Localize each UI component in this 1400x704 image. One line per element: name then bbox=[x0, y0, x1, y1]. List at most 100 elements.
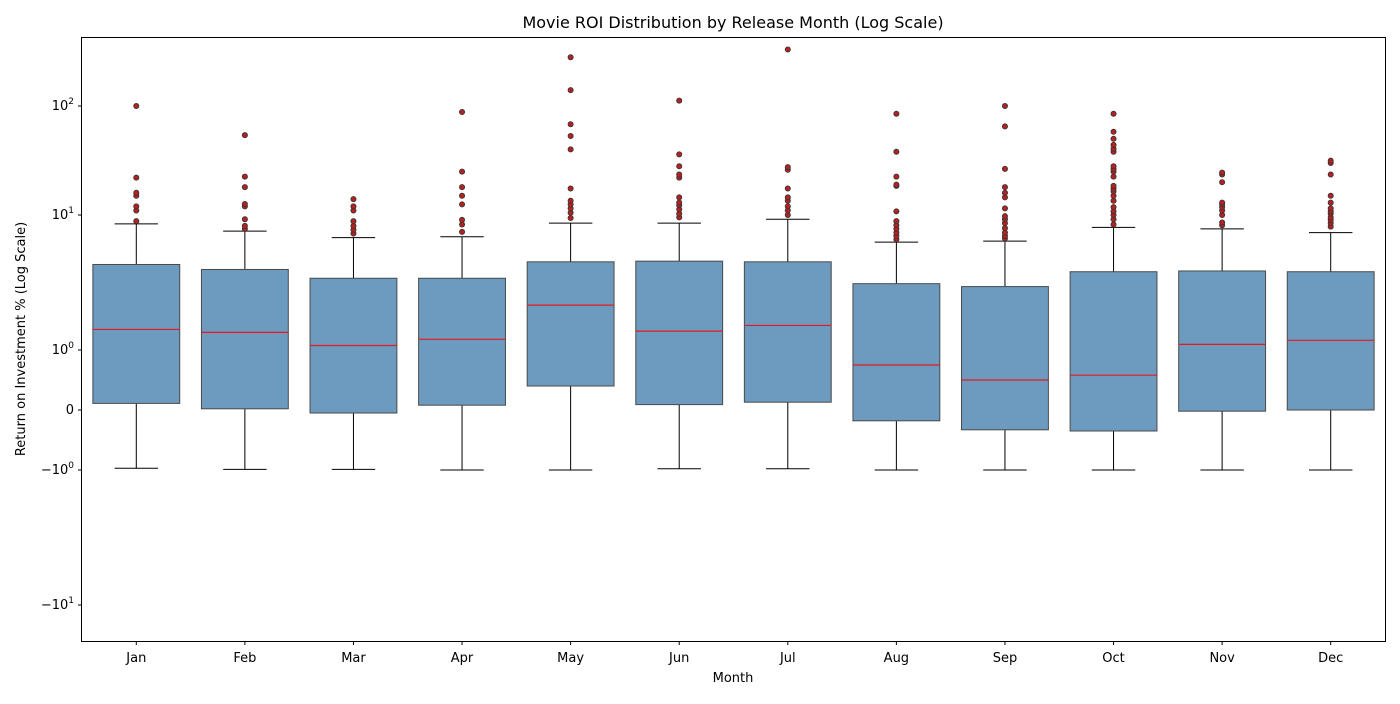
outlier-point bbox=[1219, 199, 1226, 206]
outlier-point bbox=[241, 216, 248, 223]
outlier-point bbox=[1110, 135, 1117, 142]
outlier-point bbox=[1110, 204, 1117, 211]
outlier-point bbox=[241, 173, 248, 180]
outlier-point bbox=[567, 54, 574, 61]
box-dec bbox=[1286, 157, 1375, 471]
box-mar bbox=[309, 196, 398, 470]
outlier-point bbox=[893, 181, 900, 188]
iqr-box bbox=[743, 261, 832, 403]
y-tick-label: 100 bbox=[52, 341, 75, 358]
plot-area bbox=[92, 46, 1375, 471]
outlier-point bbox=[676, 171, 683, 178]
outlier-point bbox=[1219, 169, 1226, 176]
iqr-box bbox=[200, 268, 289, 410]
outlier-point bbox=[1001, 213, 1008, 220]
outlier-point bbox=[676, 163, 683, 170]
outlier-point bbox=[567, 185, 574, 192]
outlier-point bbox=[893, 110, 900, 117]
outlier-point bbox=[1110, 197, 1117, 204]
x-tick-label-may: May bbox=[557, 651, 584, 666]
outlier-point bbox=[1110, 221, 1117, 228]
outlier-point bbox=[350, 203, 357, 210]
box-aug bbox=[852, 110, 941, 471]
outlier-point bbox=[1327, 205, 1334, 212]
outlier-point bbox=[567, 121, 574, 128]
iqr-box bbox=[526, 261, 615, 387]
outlier-point bbox=[1110, 163, 1117, 170]
iqr-box bbox=[852, 283, 941, 422]
outlier-point bbox=[1327, 199, 1334, 206]
outlier-point bbox=[567, 133, 574, 140]
iqr-box bbox=[635, 260, 724, 406]
outlier-point bbox=[1327, 157, 1334, 164]
y-axis-label: Return on Investment % (Log Scale) bbox=[14, 222, 29, 456]
outlier-point bbox=[459, 192, 466, 199]
outlier-point bbox=[459, 184, 466, 191]
outlier-point bbox=[893, 208, 900, 215]
y-tick-label: 0 bbox=[66, 403, 74, 418]
iqr-box bbox=[1069, 271, 1158, 432]
x-axis-label: Month bbox=[713, 671, 754, 686]
outlier-point bbox=[676, 199, 683, 206]
iqr-box bbox=[1178, 270, 1267, 412]
outlier-point bbox=[1110, 173, 1117, 180]
outlier-point bbox=[567, 87, 574, 94]
outlier-point bbox=[459, 216, 466, 223]
outlier-point bbox=[784, 164, 791, 171]
y-tick-label: 102 bbox=[52, 97, 74, 114]
x-tick-label-jan: Jan bbox=[125, 651, 146, 666]
outlier-point bbox=[133, 218, 140, 225]
outlier-point bbox=[1001, 123, 1008, 130]
outlier-point bbox=[676, 151, 683, 158]
outlier-point bbox=[1001, 189, 1008, 196]
x-tick-label-sep: Sep bbox=[993, 651, 1018, 666]
outlier-point bbox=[1219, 179, 1226, 186]
outlier-point bbox=[676, 97, 683, 104]
outlier-point bbox=[241, 184, 248, 191]
y-tick-label: 101 bbox=[52, 206, 74, 223]
outlier-point bbox=[784, 194, 791, 201]
x-tick-label-nov: Nov bbox=[1209, 651, 1235, 666]
outlier-point bbox=[893, 148, 900, 155]
outlier-point bbox=[1001, 103, 1008, 110]
x-tick-label-dec: Dec bbox=[1318, 651, 1343, 666]
y-tick-label: −101 bbox=[41, 596, 74, 613]
outlier-point bbox=[1110, 141, 1117, 148]
outlier-point bbox=[1001, 205, 1008, 212]
outlier-point bbox=[350, 196, 357, 203]
iqr-box bbox=[418, 277, 506, 406]
x-tick-label-aug: Aug bbox=[884, 651, 909, 666]
outlier-point bbox=[1110, 128, 1117, 135]
outlier-point bbox=[133, 189, 140, 196]
chart-title: Movie ROI Distribution by Release Month … bbox=[522, 13, 943, 32]
box-jun bbox=[635, 97, 724, 470]
x-tick-label-feb: Feb bbox=[233, 651, 256, 666]
outlier-point bbox=[133, 203, 140, 210]
boxes-group bbox=[92, 46, 1375, 471]
box-jul bbox=[743, 46, 832, 470]
plot-frame bbox=[81, 37, 1386, 642]
outlier-point bbox=[241, 132, 248, 139]
box-sep bbox=[961, 103, 1049, 471]
outlier-point bbox=[893, 173, 900, 180]
outlier-point bbox=[1110, 110, 1117, 117]
box-may bbox=[526, 54, 615, 471]
x-tick-label-jun: Jun bbox=[668, 651, 689, 666]
outlier-point bbox=[1001, 184, 1008, 191]
outlier-point bbox=[459, 201, 466, 208]
x-axis-ticks: Jan Feb Mar Apr May Jun Jul Aug Sep Oct Nov Dec bbox=[125, 641, 1343, 666]
x-tick-label-oct: Oct bbox=[1102, 651, 1124, 666]
box-oct bbox=[1069, 110, 1158, 471]
outlier-point bbox=[350, 218, 357, 225]
outlier-point bbox=[1327, 192, 1334, 199]
x-tick-label-apr: Apr bbox=[451, 651, 474, 666]
iqr-box bbox=[92, 263, 181, 404]
box-nov bbox=[1178, 169, 1267, 471]
outlier-point bbox=[676, 194, 683, 201]
outlier-point bbox=[567, 197, 574, 204]
outlier-point bbox=[893, 218, 900, 225]
box-jan bbox=[92, 103, 181, 469]
outlier-point bbox=[459, 228, 466, 235]
